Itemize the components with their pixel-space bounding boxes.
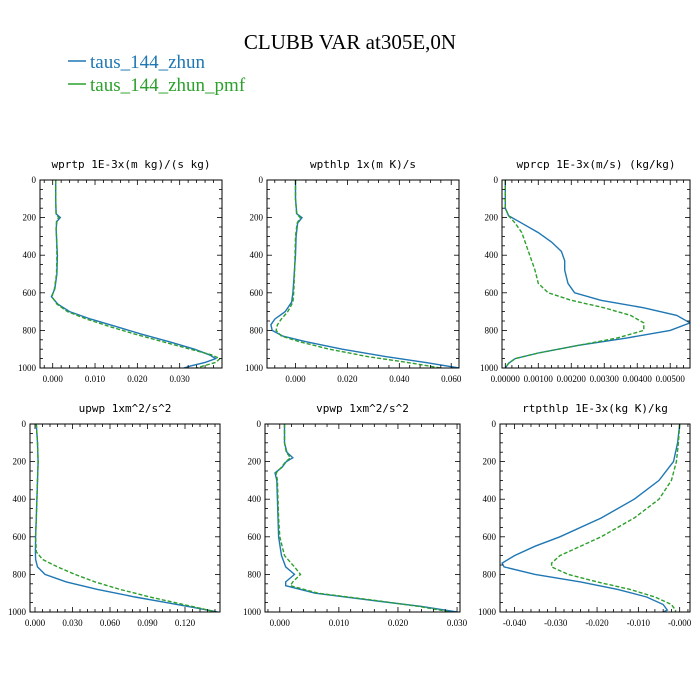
x-tick-label: 0.030 — [447, 618, 468, 628]
y-tick-label: 1000 — [245, 363, 264, 373]
y-tick-label: 200 — [250, 213, 264, 223]
x-tick-label: 0.060 — [100, 618, 121, 628]
series-line-taus-144-zhun — [274, 424, 458, 612]
plot-frame — [264, 423, 461, 613]
figure-title: CLUBB VAR at305E,0N — [244, 30, 456, 54]
y-tick-label: 400 — [250, 250, 264, 260]
x-tick-label: -0.000 — [668, 618, 692, 628]
y-tick-label: 0 — [257, 419, 262, 429]
y-tick-label: 0 — [32, 175, 37, 185]
y-tick-label: 200 — [23, 213, 37, 223]
panel-title: wpthlp 1x(m K)/s — [310, 158, 416, 171]
panel-6: rtpthlp 1E-3x(kg K)/kg02004006008001000-… — [478, 402, 692, 628]
y-tick-label: 200 — [13, 457, 27, 467]
series-line-taus-144-zhun — [504, 180, 690, 368]
y-tick-label: 0 — [494, 175, 499, 185]
y-tick-label: 600 — [485, 288, 499, 298]
y-tick-label: 200 — [248, 457, 262, 467]
series-line-taus-144-zhun-pmf — [51, 180, 222, 368]
x-tick-label: 0.030 — [62, 618, 83, 628]
series-line-taus-144-zhun — [50, 180, 218, 368]
x-tick-label: 0.00100 — [524, 374, 554, 384]
plot-frame — [501, 179, 691, 369]
series-line-taus-144-zhun — [34, 424, 218, 612]
plot-frame — [39, 179, 223, 369]
x-tick-label: 0.030 — [170, 374, 191, 384]
x-tick-label: 0.040 — [389, 374, 410, 384]
y-tick-label: 400 — [483, 494, 497, 504]
y-tick-label: 800 — [250, 325, 264, 335]
x-tick-label: 0.000 — [43, 374, 64, 384]
x-tick-label: -0.010 — [627, 618, 651, 628]
y-tick-label: 600 — [250, 288, 264, 298]
y-tick-label: 1000 — [243, 607, 262, 617]
y-tick-label: 400 — [13, 494, 27, 504]
y-tick-label: 200 — [485, 213, 499, 223]
y-tick-label: 800 — [483, 569, 497, 579]
x-tick-label: 0.00300 — [590, 374, 620, 384]
series-line-taus-144-zhun-pmf — [34, 424, 217, 612]
legend-label-2: taus_144_zhun_pmf — [90, 75, 246, 96]
x-tick-label: 0.00400 — [623, 374, 653, 384]
series-line-taus-144-zhun-pmf — [550, 424, 681, 612]
y-tick-label: 0 — [22, 419, 27, 429]
y-tick-label: 1000 — [478, 607, 497, 617]
x-tick-label: 0.020 — [388, 618, 409, 628]
y-tick-label: 200 — [483, 457, 497, 467]
panel-title: wprcp 1E-3x(m/s) (kg/kg) — [517, 158, 676, 171]
x-tick-label: 0.00500 — [656, 374, 686, 384]
y-tick-label: 0 — [259, 175, 264, 185]
panel-2: wpthlp 1x(m K)/s 0 200 400 600 800 1000 0.000 0.… — [245, 158, 462, 384]
series-line-taus-144-zhun-pmf — [275, 180, 441, 368]
x-tick-label: -0.040 — [503, 618, 527, 628]
x-tick-label: 0.000 — [285, 374, 306, 384]
x-tick-label: 0.090 — [137, 618, 158, 628]
y-tick-label: 600 — [248, 532, 262, 542]
y-tick-label: 1000 — [480, 363, 499, 373]
y-tick-label: 400 — [248, 494, 262, 504]
x-tick-label: 0.000 — [25, 618, 46, 628]
x-tick-label: 0.060 — [441, 374, 462, 384]
plot-frame — [29, 423, 221, 613]
plot-frame — [499, 423, 691, 613]
panel-5: vpwp 1xm^2/s^2 0 200 400 600 800 1000 0.000 0.01… — [243, 402, 468, 628]
legend-label-1: taus_144_zhun — [90, 52, 206, 73]
y-tick-label: 600 — [483, 532, 497, 542]
y-tick-label: 800 — [248, 569, 262, 579]
x-tick-label: 0.000 — [270, 618, 291, 628]
y-tick-label: 600 — [13, 532, 27, 542]
x-tick-label: 0.00000 — [491, 374, 521, 384]
y-tick-label: 800 — [485, 325, 499, 335]
y-tick-label: 0 — [492, 419, 497, 429]
panel-1: wprtp 1E-3x(m kg)/(s kg) 0 200 400 600 800 100… — [18, 158, 223, 384]
x-tick-label: 0.120 — [175, 618, 196, 628]
x-tick-label: 0.020 — [337, 374, 358, 384]
y-tick-label: 400 — [485, 250, 499, 260]
panels-group: wprtp 1E-3x(m kg)/(s kg) 0 200 400 600 800 100… — [8, 158, 692, 628]
x-tick-label: -0.030 — [544, 618, 568, 628]
x-tick-label: 0.020 — [127, 374, 148, 384]
panel-3: wprcp 1E-3x(m/s) (kg/kg) 0 200 400 600 800 100… — [480, 158, 691, 384]
y-tick-label: 600 — [23, 288, 37, 298]
series-line-taus-144-zhun-pmf — [275, 424, 452, 612]
panel-title: vpwp 1xm^2/s^2 — [316, 402, 409, 415]
legend: taus_144_zhun taus_144_zhun_pmf — [68, 52, 246, 96]
y-tick-label: 400 — [23, 250, 37, 260]
x-tick-label: 0.010 — [329, 618, 350, 628]
series-line-taus-144-zhun-pmf — [504, 180, 645, 368]
x-tick-label: 0.00200 — [557, 374, 587, 384]
y-tick-label: 800 — [13, 569, 27, 579]
series-line-taus-144-zhun — [270, 180, 459, 368]
y-tick-label: 1000 — [18, 363, 37, 373]
y-tick-label: 1000 — [8, 607, 27, 617]
x-tick-label: 0.010 — [85, 374, 106, 384]
panel-title: upwp 1xm^2/s^2 — [79, 402, 172, 415]
panel-title: wprtp 1E-3x(m kg)/(s kg) — [52, 158, 211, 171]
panel-title: rtpthlp 1E-3x(kg K)/kg — [522, 402, 668, 415]
series-line-taus-144-zhun — [501, 424, 681, 612]
x-tick-label: -0.020 — [585, 618, 609, 628]
y-tick-label: 800 — [23, 325, 37, 335]
